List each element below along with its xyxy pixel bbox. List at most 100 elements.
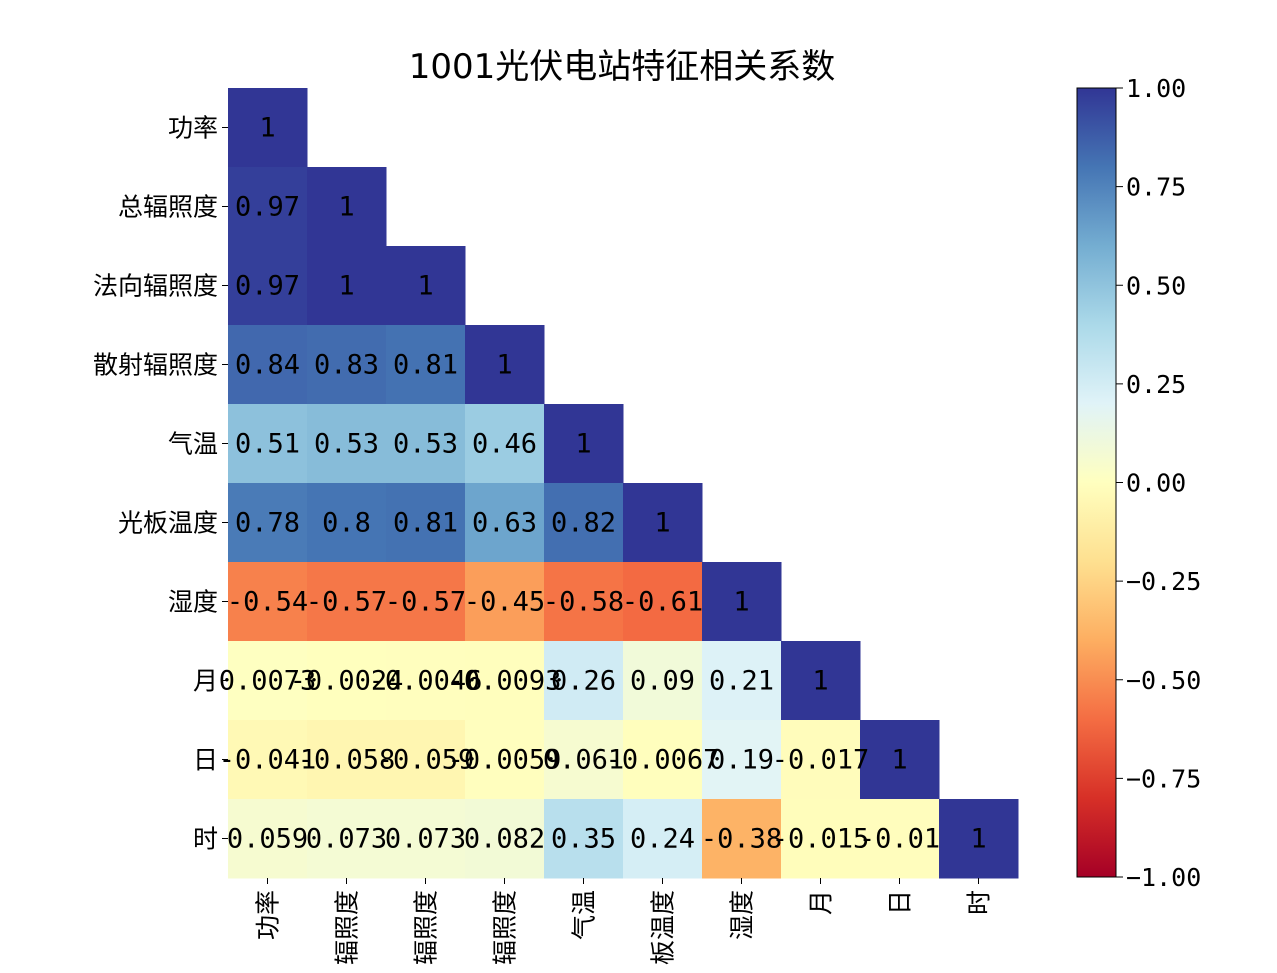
- x-axis: 功率 辐照度 辐照度 辐照度 气温 板温度 湿度 月 日 时: [254, 878, 994, 965]
- colorbar-ticks: 1.00 0.75 0.50 0.25 0.00 −0.25 −0.50 −0.75 −1.00: [1116, 74, 1201, 892]
- y-tick-label: 光板温度: [118, 509, 218, 538]
- colorbar: 1.00 0.75 0.50 0.25 0.00 −0.25 −0.50 −0.75 −1.00: [1076, 74, 1201, 892]
- cell-value-label: 1: [496, 350, 512, 381]
- heatmap-cell-r4-c4: [544, 404, 624, 484]
- cell-value-label: 0.53: [393, 429, 458, 460]
- cell-value-label: -0.015: [772, 824, 870, 855]
- chart-title: 1001光伏电站特征相关系数: [409, 47, 836, 87]
- heatmap-cell-r1-c1: [307, 167, 387, 247]
- heatmap-cell-r7-c3: [465, 641, 545, 721]
- cell-value-label: -0.38: [701, 824, 782, 855]
- heatmap-cell-r6-c3: [465, 562, 545, 642]
- heatmap-cell-r2-c1: [307, 246, 387, 326]
- y-tick-label: 湿度: [168, 588, 218, 617]
- cell-value-label: 0.09: [630, 666, 695, 697]
- y-tick-label: 时: [193, 825, 218, 854]
- x-tick-label: 时: [965, 890, 994, 915]
- heatmap-cell-r5-c5: [623, 483, 703, 563]
- heatmap-cell-r6-c6: [702, 562, 782, 642]
- cell-value-label: 0.082: [464, 824, 545, 855]
- x-tick-label: 日: [886, 890, 915, 915]
- heatmap-cell-r5-c3: [465, 483, 545, 563]
- colorbar-tick-label: 0.50: [1126, 271, 1186, 300]
- heatmap-cell-r8-c1: [307, 720, 387, 800]
- cell-value-label: 0.97: [235, 192, 300, 223]
- heatmap-cell-r6-c2: [386, 562, 466, 642]
- cell-value-label: -0.57: [306, 587, 387, 618]
- heatmap-cell-r7-c1: [307, 641, 387, 721]
- y-tick-label: 总辐照度: [118, 193, 218, 222]
- cell-value-label: 1: [259, 113, 275, 144]
- cell-value-label: 0.81: [393, 350, 458, 381]
- colorbar-tick-label: 0.00: [1126, 469, 1186, 498]
- heatmap-cell-r7-c0: [228, 641, 308, 721]
- heatmap-cell-r8-c5: [623, 720, 703, 800]
- cell-value-label: -0.57: [385, 587, 466, 618]
- colorbar-tick-label: −0.50: [1126, 666, 1201, 695]
- x-tick-label: 辐照度: [412, 890, 441, 965]
- x-tick-label: 月: [807, 890, 836, 915]
- heatmap-cell-r4-c2: [386, 404, 466, 484]
- heatmap-cell-r0-c0: [228, 88, 308, 168]
- cell-value-label: 1: [812, 666, 828, 697]
- cell-value-label: 0.8: [322, 508, 371, 539]
- cell-value-label: 0.84: [235, 350, 300, 381]
- cell-value-label: -0.0093: [448, 666, 562, 697]
- cell-value-label: -0.0046: [369, 666, 483, 697]
- cell-value-label: 0.073: [306, 824, 387, 855]
- cell-value-label: 1: [575, 429, 591, 460]
- cell-value-label: 0.0073: [219, 666, 317, 697]
- cell-value-label: -0.61: [622, 587, 703, 618]
- heatmap-cell-labels: 10.97 10.97 1 10.84 0.83 0.81 10.51 0.53 0.53 0.4…: [219, 113, 987, 855]
- y-tick-label: 功率: [168, 114, 218, 143]
- colorbar-gradient: [1076, 87, 1117, 878]
- cell-value-label: -0.041: [219, 745, 317, 776]
- x-tick-label: 辐照度: [333, 890, 362, 965]
- heatmap-cell-r9-c8: [860, 799, 940, 879]
- heatmap-cell-r8-c6: [702, 720, 782, 800]
- heatmap-cell-r2-c2: [386, 246, 466, 326]
- cell-value-label: 0.24: [630, 824, 695, 855]
- heatmap-cell-r3-c1: [307, 325, 387, 405]
- x-tick-label: 板温度: [649, 890, 678, 965]
- cell-value-label: 0.073: [385, 824, 466, 855]
- cell-value-label: -0.058: [298, 745, 396, 776]
- cell-value-label: 0.059: [227, 824, 308, 855]
- heatmap-cell-r9-c9: [939, 799, 1019, 879]
- cell-value-label: -0.58: [543, 587, 624, 618]
- cell-value-label: -0.01: [859, 824, 940, 855]
- heatmap-cell-r9-c2: [386, 799, 466, 879]
- heatmap-cell-r7-c2: [386, 641, 466, 721]
- heatmap-cell-r8-c0: [228, 720, 308, 800]
- colorbar-tick-label: −0.75: [1126, 764, 1201, 793]
- y-tick-label: 法向辐照度: [93, 272, 218, 301]
- x-tick-label: 气温: [570, 890, 599, 940]
- cell-value-label: 1: [417, 271, 433, 302]
- heatmap-cell-r5-c4: [544, 483, 624, 563]
- heatmap-cell-r9-c4: [544, 799, 624, 879]
- cell-value-label: 0.81: [393, 508, 458, 539]
- cell-value-label: -0.0024: [290, 666, 404, 697]
- cell-value-label: 1: [654, 508, 670, 539]
- heatmap-cell-r3-c2: [386, 325, 466, 405]
- heatmap-cell-r3-c3: [465, 325, 545, 405]
- heatmap-cell-r3-c0: [228, 325, 308, 405]
- cell-value-label: 0.82: [551, 508, 616, 539]
- heatmap-cell-r9-c5: [623, 799, 703, 879]
- heatmap-cell-r6-c0: [228, 562, 308, 642]
- cell-value-label: 0.97: [235, 271, 300, 302]
- colorbar-tick-label: 0.75: [1126, 173, 1186, 202]
- cell-value-label: 0.26: [551, 666, 616, 697]
- y-tick-label: 散射辐照度: [93, 351, 218, 380]
- colorbar-tick-label: 0.25: [1126, 370, 1186, 399]
- heatmap-cell-r5-c2: [386, 483, 466, 563]
- cell-value-label: -0.017: [772, 745, 870, 776]
- x-tick-label: 功率: [254, 890, 283, 940]
- heatmap-cell-r8-c8: [860, 720, 940, 800]
- cell-value-label: -0.059: [377, 745, 475, 776]
- heatmap-cell-r4-c1: [307, 404, 387, 484]
- heatmap-cell-r5-c0: [228, 483, 308, 563]
- cell-value-label: 0.83: [314, 350, 379, 381]
